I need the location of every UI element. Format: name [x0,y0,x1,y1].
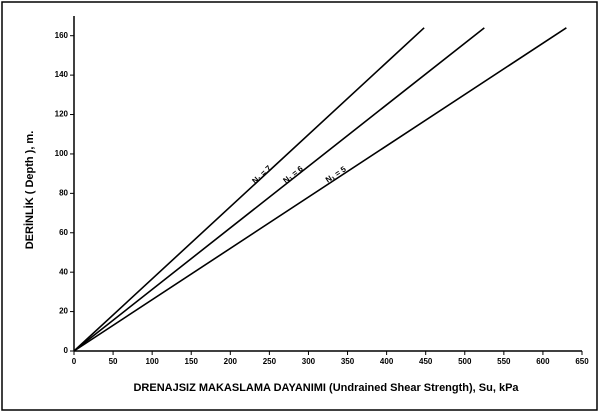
y-tick-label: 120 [55,110,69,119]
x-axis-label: DRENAJSIZ MAKASLAMA DAYANIMI (Undrained … [133,382,519,394]
x-tick-label: 350 [341,357,355,366]
y-tick-label: 60 [59,228,68,237]
y-tick-label: 80 [59,188,68,197]
x-tick-label: 550 [497,357,511,366]
x-tick-label: 150 [185,357,199,366]
x-tick-label: 50 [109,357,118,366]
x-tick-label: 450 [419,357,433,366]
line [73,27,485,352]
y-tick-label: 40 [59,267,68,276]
x-tick-label: 250 [263,357,277,366]
x-tick-label: 0 [72,357,77,366]
y-tick-label: 140 [55,70,69,79]
line [73,27,425,352]
y-tick-label: 0 [64,346,69,355]
y-tick-label: 160 [55,31,69,40]
x-tick-label: 600 [536,357,550,366]
x-tick-label: 300 [302,357,316,366]
line [73,27,567,352]
y-tick-label: 20 [59,307,68,316]
x-tick-label: 400 [380,357,394,366]
x-tick-label: 650 [575,357,589,366]
x-tick-label: 500 [458,357,472,366]
x-tick-label: 100 [145,357,159,366]
y-tick-label: 100 [55,149,69,158]
y-axis-label: DERİNLİK ( Depth ), m. [23,131,36,250]
x-tick-label: 200 [224,357,238,366]
